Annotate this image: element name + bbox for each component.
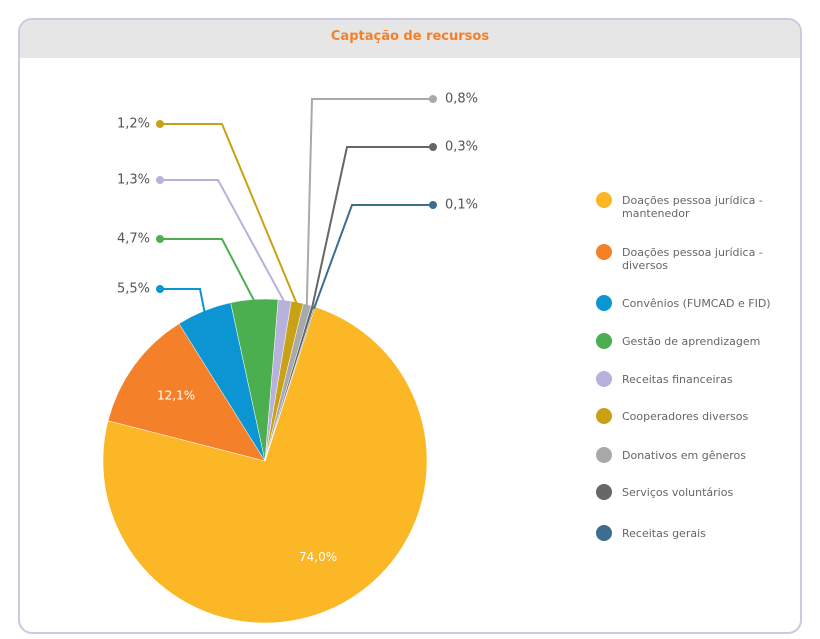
legend-item: Donativos em gêneros: [596, 447, 782, 463]
legend-item: Receitas gerais: [596, 525, 782, 541]
data-label: 0,3%: [445, 140, 478, 155]
legend-label: Convênios (FUMCAD e FID): [622, 297, 771, 310]
data-label: 4,7%: [117, 232, 150, 247]
pie-slice: [107, 323, 266, 462]
pie-slice: [102, 306, 428, 624]
leader-line: [160, 288, 206, 313]
leader-dot: [429, 201, 437, 209]
data-label: 12,1%: [157, 388, 195, 402]
legend-swatch: [596, 192, 612, 208]
leader-line: [313, 204, 433, 310]
data-label: 0,1%: [445, 198, 478, 213]
legend-item: Convênios (FUMCAD e FID): [596, 295, 782, 311]
legend-swatch: [596, 333, 612, 349]
legend-swatch: [596, 447, 612, 463]
legend-swatch: [596, 408, 612, 424]
leader-dot: [429, 143, 437, 151]
leader-dot: [156, 120, 164, 128]
leader-dot: [156, 285, 164, 293]
leader-line: [305, 98, 433, 307]
legend-label: Serviços voluntários: [622, 486, 734, 499]
legend-label: Gestão de aprendizagem: [622, 335, 761, 348]
legend-item: Cooperadores diversos: [596, 408, 782, 424]
legend-swatch: [596, 484, 612, 500]
legend-item: Serviços voluntários: [596, 484, 782, 500]
card: Captação de recursos: [18, 18, 802, 634]
legend-label: Doações pessoa jurídica - mantenedor: [622, 194, 763, 220]
legend-item: Doações pessoa jurídica - diversos: [596, 244, 782, 272]
data-label: 74,0%: [299, 550, 337, 564]
legend-swatch: [596, 244, 612, 260]
leader-line: [160, 238, 256, 302]
leader-line: [160, 179, 286, 303]
data-label: 0,8%: [445, 92, 478, 107]
legend-item: Gestão de aprendizagem: [596, 333, 782, 349]
data-label: 5,5%: [117, 282, 150, 297]
legend-swatch: [596, 525, 612, 541]
legend-label: Donativos em gêneros: [622, 449, 746, 462]
data-label: 1,3%: [117, 173, 150, 188]
leader-dot: [156, 176, 164, 184]
legend-item: Receitas financeiras: [596, 371, 782, 387]
legend-item: Doações pessoa jurídica - mantenedor: [596, 192, 782, 220]
legend-label: Receitas gerais: [622, 527, 706, 540]
legend-swatch: [596, 295, 612, 311]
leader-line: [311, 146, 433, 309]
legend-label: Doações pessoa jurídica - diversos: [622, 246, 763, 272]
data-label: 1,2%: [117, 117, 150, 132]
legend-swatch: [596, 371, 612, 387]
legend-label: Receitas financeiras: [622, 373, 733, 386]
leader-dot: [429, 95, 437, 103]
legend-label: Cooperadores diversos: [622, 410, 749, 423]
leader-line: [160, 123, 298, 305]
chart-title: Captação de recursos: [20, 20, 800, 58]
leader-dot: [156, 235, 164, 243]
